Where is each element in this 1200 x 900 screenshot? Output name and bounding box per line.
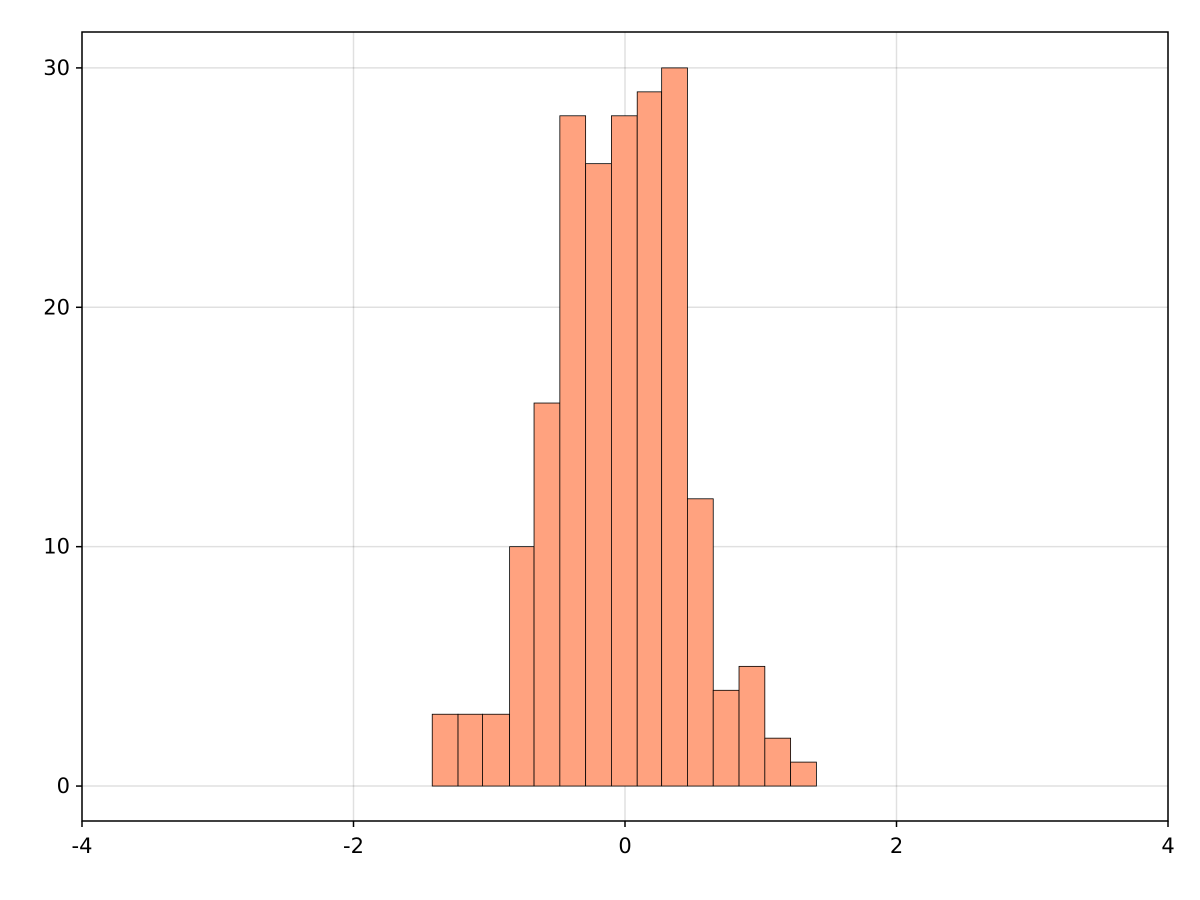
bar	[661, 67, 688, 787]
bar	[712, 689, 740, 787]
y-tick-label: 20	[43, 295, 70, 319]
bar	[738, 665, 766, 787]
bar	[431, 713, 459, 787]
bar	[636, 91, 663, 787]
x-tick-label: 4	[1161, 834, 1174, 858]
bar	[482, 713, 511, 787]
x-tick-label: -4	[72, 834, 93, 858]
bar	[457, 713, 483, 787]
x-tick-label: 0	[618, 834, 631, 858]
bar	[790, 761, 817, 787]
bar	[533, 402, 561, 787]
y-tick-label: 30	[43, 56, 70, 80]
y-tick-label: 0	[57, 774, 70, 798]
plot-frame	[81, 31, 1169, 822]
bar	[509, 546, 535, 787]
bar	[559, 115, 587, 787]
y-tick-label: 10	[43, 535, 70, 559]
x-tick-label: -2	[343, 834, 364, 858]
bar	[585, 163, 612, 787]
bar	[687, 498, 714, 787]
x-tick-label: 2	[890, 834, 903, 858]
bar	[764, 737, 792, 787]
bar	[611, 115, 638, 787]
